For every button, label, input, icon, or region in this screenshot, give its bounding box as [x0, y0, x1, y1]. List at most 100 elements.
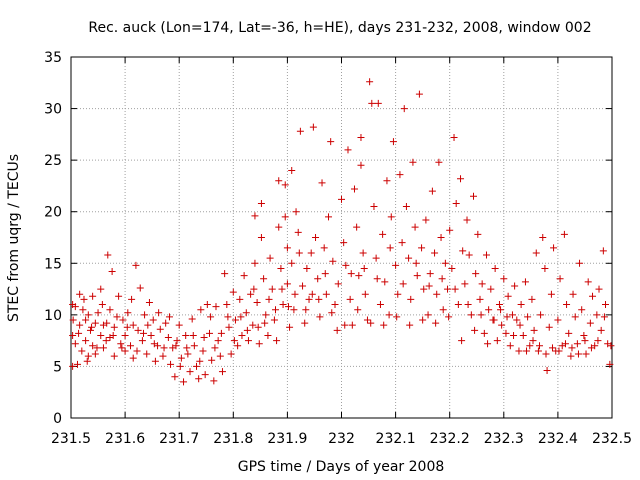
- x-tick-label: 231.6: [105, 431, 145, 447]
- data-point: [353, 223, 361, 231]
- data-point: [242, 309, 250, 317]
- data-point: [97, 331, 105, 339]
- data-point: [89, 342, 97, 350]
- data-point: [147, 331, 155, 339]
- data-point: [511, 282, 519, 290]
- data-point: [203, 301, 211, 309]
- data-point: [387, 213, 395, 221]
- data-point: [406, 321, 414, 329]
- data-point: [183, 344, 191, 352]
- data-point: [188, 315, 196, 323]
- data-point: [445, 313, 453, 321]
- data-point: [519, 331, 527, 339]
- data-point: [476, 295, 484, 303]
- data-point: [425, 282, 433, 290]
- data-point: [167, 360, 175, 368]
- data-point: [238, 331, 246, 339]
- data-point: [446, 226, 454, 234]
- y-axis-label: STEC from uqrg / TECUs: [6, 154, 22, 322]
- data-point: [394, 290, 402, 298]
- grid-lines: [71, 57, 612, 418]
- data-point: [593, 311, 601, 319]
- data-point: [210, 377, 218, 385]
- data-point: [565, 329, 573, 337]
- x-axis-label: GPS time / Days of year 2008: [238, 459, 445, 475]
- data-point: [407, 295, 415, 303]
- data-point: [69, 362, 77, 370]
- data-point: [398, 239, 406, 247]
- data-point: [251, 259, 259, 267]
- x-tick-label: 231.9: [267, 431, 307, 447]
- data-point: [569, 290, 577, 298]
- data-point: [393, 313, 401, 321]
- x-tick-label: 232.5: [592, 431, 632, 447]
- data-point: [478, 280, 486, 288]
- data-point: [461, 280, 469, 288]
- data-point: [370, 203, 378, 211]
- x-tick-label: 231.5: [51, 431, 91, 447]
- data-point: [151, 357, 159, 365]
- data-point: [589, 292, 597, 300]
- data-point: [134, 326, 142, 334]
- data-point: [354, 306, 362, 314]
- data-point: [94, 309, 102, 317]
- data-points: [69, 78, 615, 386]
- data-point: [348, 321, 356, 329]
- data-point: [212, 303, 220, 311]
- data-point: [426, 270, 434, 278]
- data-point: [451, 285, 459, 293]
- data-point: [359, 249, 367, 257]
- data-point: [110, 323, 118, 331]
- data-point: [361, 290, 369, 298]
- data-point: [331, 301, 339, 309]
- data-point: [491, 264, 499, 272]
- y-tick-label: 5: [53, 359, 62, 375]
- data-point: [517, 301, 525, 309]
- data-point: [123, 323, 131, 331]
- data-point: [164, 334, 172, 342]
- data-point: [264, 331, 272, 339]
- data-point: [193, 362, 201, 370]
- data-point: [415, 90, 423, 98]
- data-point: [223, 301, 231, 309]
- data-point: [334, 280, 342, 288]
- data-point: [556, 275, 564, 283]
- data-point: [214, 337, 222, 345]
- data-point: [438, 275, 446, 283]
- data-point: [227, 350, 235, 358]
- data-point: [221, 270, 229, 278]
- data-point: [472, 270, 480, 278]
- data-point: [366, 78, 374, 86]
- data-point: [109, 331, 117, 339]
- data-point: [82, 316, 90, 324]
- data-point: [211, 344, 219, 352]
- data-point: [508, 311, 516, 319]
- data-point: [136, 284, 144, 292]
- data-point: [102, 337, 110, 345]
- data-point: [465, 251, 473, 259]
- data-point: [342, 261, 350, 269]
- data-point: [205, 329, 213, 337]
- data-point: [197, 306, 205, 314]
- data-point: [458, 337, 466, 345]
- data-point: [286, 323, 294, 331]
- x-tick-label: 231.8: [213, 431, 253, 447]
- data-point: [98, 301, 106, 309]
- x-tick-label: 232.1: [376, 431, 416, 447]
- data-point: [132, 261, 140, 269]
- data-point: [302, 306, 310, 314]
- data-point: [253, 298, 261, 306]
- data-point: [368, 99, 376, 107]
- data-point: [180, 378, 188, 386]
- data-point: [452, 199, 460, 207]
- data-point: [108, 268, 116, 276]
- data-point: [249, 321, 257, 329]
- data-point: [380, 321, 388, 329]
- data-point: [261, 319, 269, 327]
- data-point: [138, 337, 146, 345]
- data-point: [99, 344, 107, 352]
- data-point: [463, 216, 471, 224]
- data-point: [243, 326, 251, 334]
- data-point: [454, 301, 462, 309]
- data-point: [435, 158, 443, 166]
